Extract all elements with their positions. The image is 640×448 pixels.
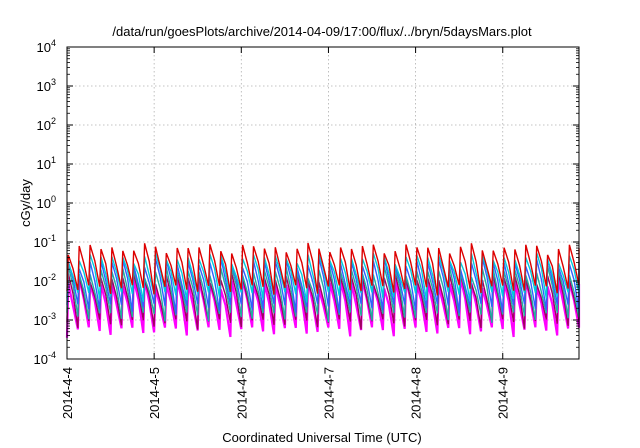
x-tick-label: 2014-4-9 [496,367,511,419]
y-tick-label: 101 [37,155,56,172]
plot-area: 10-4 10-3 10-2 10-1 100 101 102 103 104 2014-4-4… [34,38,581,419]
series-line [66,242,580,296]
y-tick-label: 103 [37,77,56,94]
y-tick-label: 102 [37,116,56,133]
y-tick-label: 10-3 [34,311,56,328]
x-axis-label: Coordinated Universal Time (UTC) [222,430,421,445]
y-axis-ticks: 10-4 10-3 10-2 10-1 100 101 102 103 104 [34,38,579,367]
chart-title: /data/run/goesPlots/archive/2014-04-09/1… [112,24,532,39]
y-tick-label: 10-4 [34,350,56,367]
y-tick-label: 10-2 [34,272,56,289]
y-tick-label: 104 [37,38,56,55]
series-line [66,265,580,323]
series-group [65,242,581,338]
y-tick-label: 100 [37,194,56,211]
series-line [66,257,580,314]
x-tick-label: 2014-4-8 [409,367,424,419]
x-tick-label: 2014-4-6 [234,367,249,419]
y-tick-label: 10-1 [34,233,56,250]
x-tick-label: 2014-4-5 [147,367,162,419]
series-line [65,277,581,338]
x-tick-label: 2014-4-7 [321,367,336,419]
y-axis-label: cGy/day [18,179,33,227]
x-tick-label: 2014-4-4 [60,367,75,419]
x-axis-ticks: 2014-4-4 2014-4-5 2014-4-6 2014-4-7 2014-4-8… [60,47,511,419]
